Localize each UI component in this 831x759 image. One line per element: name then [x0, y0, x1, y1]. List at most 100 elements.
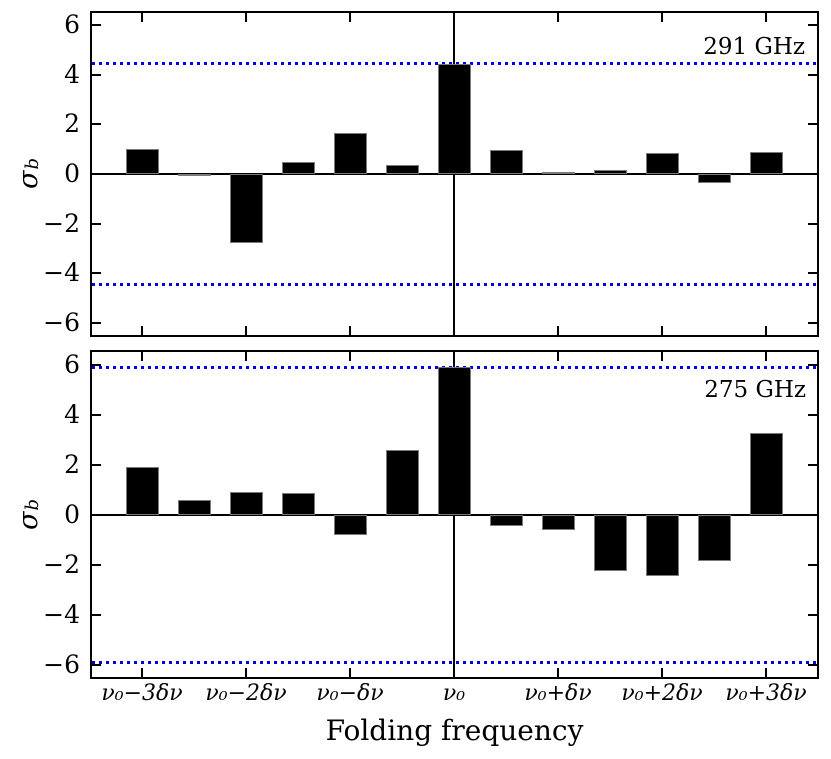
- bar: [697, 174, 731, 183]
- chart-panel-291ghz: 291 GHz: [90, 11, 819, 337]
- x-tick: [557, 13, 559, 22]
- x-tick-label: ν₀−2δν: [205, 681, 287, 706]
- y-tick: [808, 463, 817, 466]
- y-tick: [92, 613, 101, 616]
- y-tick-label: 2: [64, 449, 80, 479]
- y-tick: [92, 173, 101, 175]
- y-tick: [808, 123, 817, 126]
- bar: [333, 133, 367, 174]
- y-tick: [808, 613, 817, 616]
- y-tick: [92, 123, 101, 126]
- nu0-line: [453, 352, 455, 677]
- x-tick: [349, 326, 351, 335]
- y-tick: [92, 73, 101, 76]
- x-tick: [661, 668, 663, 677]
- y-tick-label: 4: [64, 59, 80, 89]
- x-tick: [765, 326, 767, 335]
- bar: [177, 499, 211, 515]
- x-tick: [349, 13, 351, 22]
- y-tick-label: 2: [64, 109, 80, 139]
- y-tick-label: 4: [64, 399, 80, 429]
- y-tick: [92, 413, 101, 416]
- y-tick: [808, 321, 817, 324]
- x-tick: [141, 13, 143, 22]
- x-tick: [661, 326, 663, 335]
- bar: [489, 514, 523, 526]
- bar: [489, 150, 523, 174]
- bar: [229, 492, 263, 515]
- bar: [697, 514, 731, 561]
- y-tick: [92, 363, 101, 366]
- y-tick: [92, 663, 101, 666]
- y-tick: [92, 513, 101, 516]
- x-tick: [141, 326, 143, 335]
- x-tick: [765, 668, 767, 677]
- y-tick: [808, 24, 817, 27]
- x-tick: [557, 352, 559, 361]
- x-tick: [245, 326, 247, 335]
- y-tick: [808, 173, 817, 175]
- x-tick: [557, 326, 559, 335]
- y-tick: [92, 272, 101, 275]
- bar: [125, 467, 159, 515]
- y-tick-label: −2: [43, 549, 80, 579]
- bar: [437, 63, 471, 174]
- bar: [281, 493, 315, 515]
- bar: [541, 514, 575, 530]
- x-tick-label: ν₀−δν: [316, 681, 384, 706]
- x-tick-label: ν₀+2δν: [621, 681, 703, 706]
- x-tick: [141, 668, 143, 677]
- bar: [749, 433, 783, 515]
- bar: [593, 514, 627, 571]
- x-tick: [245, 352, 247, 361]
- x-axis-title: Folding frequency: [325, 714, 584, 747]
- y-tick-label: −4: [43, 258, 80, 288]
- bar: [281, 161, 315, 174]
- nu0-line: [453, 13, 455, 335]
- y-tick-label: 6: [64, 10, 80, 40]
- x-tick-label: ν₀−3δν: [101, 681, 183, 706]
- x-tick: [349, 668, 351, 677]
- y-tick-label: −6: [43, 307, 80, 337]
- y-tick: [808, 513, 817, 516]
- y-tick-label: −6: [43, 649, 80, 679]
- x-tick: [765, 352, 767, 361]
- y-tick: [808, 663, 817, 666]
- y-tick: [808, 272, 817, 275]
- y-tick: [92, 321, 101, 324]
- bar: [333, 514, 367, 535]
- y-tick-label: 0: [64, 499, 80, 529]
- x-tick: [453, 668, 455, 677]
- x-tick: [245, 668, 247, 677]
- x-tick-label: ν₀: [442, 681, 466, 706]
- bar: [385, 165, 419, 174]
- bar: [645, 152, 679, 174]
- bar: [593, 170, 627, 174]
- x-tick: [765, 13, 767, 22]
- y-tick: [808, 73, 817, 76]
- x-tick: [453, 326, 455, 335]
- y-tick: [92, 24, 101, 27]
- panel-annotation-291ghz: 291 GHz: [703, 34, 805, 60]
- y-tick-label: −4: [43, 599, 80, 629]
- y-tick-label: 0: [64, 159, 80, 188]
- y-tick: [808, 363, 817, 366]
- y-tick: [92, 563, 101, 566]
- bar: [385, 449, 419, 515]
- bar: [229, 174, 263, 244]
- y-tick: [92, 222, 101, 225]
- bar: [645, 514, 679, 576]
- bar: [437, 367, 471, 515]
- y-tick-label: −2: [43, 208, 80, 238]
- y-tick-label: 6: [64, 349, 80, 379]
- x-tick: [349, 352, 351, 361]
- chart-panel-275ghz: 275 GHz: [90, 350, 819, 679]
- bar: [125, 149, 159, 174]
- y-tick: [808, 222, 817, 225]
- bar: [749, 151, 783, 174]
- x-tick: [453, 352, 455, 361]
- y-tick: [92, 463, 101, 466]
- x-tick: [141, 352, 143, 361]
- bar: [177, 174, 211, 177]
